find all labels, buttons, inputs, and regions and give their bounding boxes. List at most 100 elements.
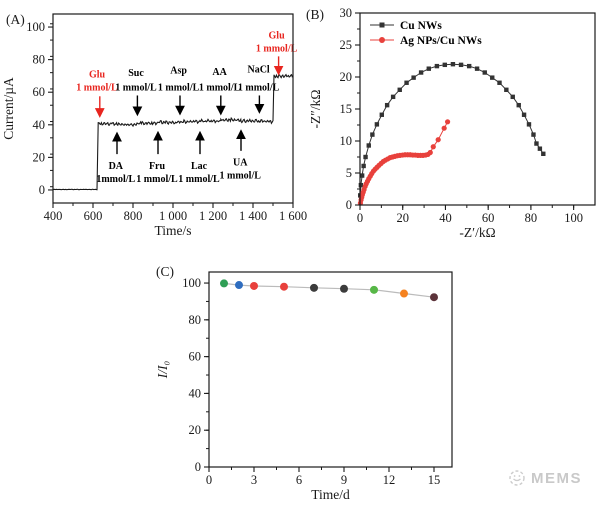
legend-item: Ag NPs/Cu NWs [370, 35, 482, 47]
y-axis-label: I/I₀ [155, 360, 170, 379]
x-tick-label: 60 [482, 211, 495, 225]
chart-A-svg: Glu 1 mmol/L Suc 1 mmol/L Asp 1 mmol/L AA 1 mmo… [1, 13, 307, 238]
legend-label: Ag NPs/Cu NWs [400, 35, 482, 47]
axes: 400 600 800 1 000 1 200 1 400 1 600 0 20 40 60 80 10… [1, 13, 307, 238]
y-tick-label: 0 [346, 198, 352, 212]
svg-text:1 mmol/L: 1 mmol/L [238, 83, 280, 94]
stability-point-day-15 [430, 293, 438, 302]
svg-text:1mmol/L: 1mmol/L [96, 174, 135, 185]
y-tick-label: 40 [33, 118, 46, 132]
stability-point-day-9 [340, 284, 348, 293]
y-tick-label: 40 [189, 386, 202, 400]
svg-text:1 mmol/L: 1 mmol/L [178, 174, 220, 185]
x-tick-label: 1 000 [159, 209, 187, 223]
panel-B-label: (B) [306, 7, 324, 22]
x-tick-label: 40 [439, 211, 452, 225]
x-axis-label: -Z′/kΩ [459, 225, 495, 240]
amperometric-trace-line [52, 73, 293, 191]
y-tick-label: 5 [346, 166, 352, 180]
y-tick-label: 0 [195, 460, 201, 474]
x-tick-label: 100 [564, 211, 583, 225]
y-tick-label: 20 [189, 423, 202, 437]
x-tick-label: 6 [296, 473, 302, 487]
svg-text:1 mmol/L: 1 mmol/L [220, 171, 262, 182]
annotation-asp: Asp 1 mmol/L [158, 65, 200, 116]
annotation-suc: Suc 1 mmol/L [115, 68, 157, 117]
svg-text:DA: DA [109, 161, 124, 172]
svg-text:Asp: Asp [170, 65, 187, 76]
svg-text:Suc: Suc [128, 68, 144, 79]
annotation-lac: Lac 1 mmol/L [178, 130, 220, 185]
y-tick-label: 25 [340, 38, 353, 52]
stability-point-day-5 [280, 282, 288, 291]
x-tick-label: 12 [383, 473, 396, 487]
svg-text:1 mmol/L: 1 mmol/L [136, 174, 178, 185]
svg-text:UA: UA [233, 158, 248, 169]
x-tick-label: 80 [525, 211, 538, 225]
svg-text:Glu: Glu [269, 30, 286, 41]
svg-text:Fru: Fru [149, 161, 166, 172]
plot-frame [52, 13, 294, 204]
x-tick-label: 600 [84, 209, 103, 223]
chart-C-svg: 0 3 6 9 12 15 0 20 40 60 80 100 Time/d I/I₀ [155, 271, 453, 502]
watermark-text: MEMS [531, 469, 582, 487]
x-tick-label: 9 [341, 473, 347, 487]
stability-point-day-13 [400, 289, 408, 298]
y-tick-label: 60 [189, 350, 202, 364]
stability-point-day-3 [250, 281, 258, 290]
x-tick-label: 3 [251, 473, 257, 487]
stability-point-day-1 [220, 279, 228, 288]
x-tick-label: 1 600 [279, 209, 307, 223]
svg-text:Lac: Lac [191, 161, 208, 172]
y-tick-label: 80 [33, 53, 46, 67]
axes: 0 3 6 9 12 15 0 20 40 60 80 100 Time/d I/I₀ [155, 271, 453, 502]
svg-text:1 mmol/L: 1 mmol/L [158, 83, 200, 94]
y-tick-label: 30 [340, 6, 353, 20]
chart-B-svg: Cu NWs Ag NPs/Cu NWs 0 20 40 60 80 100 0 5 10 15 20 2… [308, 6, 596, 240]
y-tick-label: 20 [33, 150, 46, 164]
y-tick-label: 15 [340, 102, 353, 116]
legend-label: Cu NWs [400, 20, 442, 32]
annotation-aa: AA 1 mmol/L [199, 67, 241, 116]
svg-text:AA: AA [212, 67, 227, 78]
panel-C-stability-chart: 0 3 6 9 12 15 0 20 40 60 80 100 Time/d I/I₀ [130, 253, 480, 505]
panel-B-nyquist-chart: Cu NWs Ag NPs/Cu NWs 0 20 40 60 80 100 0 5 10 15 20 2… [305, 0, 603, 257]
y-tick-label: 100 [182, 276, 201, 290]
annotation-da: DA 1mmol/L [96, 131, 136, 185]
y-tick-label: 20 [340, 70, 353, 84]
axes: 0 20 40 60 80 100 0 5 10 15 20 25 30 -Z′/kΩ -Z″/kΩ [308, 6, 596, 240]
stability-point-day-11 [370, 285, 378, 294]
panel-C-label: (C) [156, 264, 174, 279]
annotation-glu: Glu 1 mmol/L [76, 70, 118, 118]
y-tick-label: 100 [26, 20, 45, 34]
panel-A-amperometry-chart: Glu 1 mmol/L Suc 1 mmol/L Asp 1 mmol/L AA 1 mmo… [0, 0, 320, 257]
x-tick-label: 0 [206, 473, 212, 487]
y-tick-label: 0 [39, 183, 45, 197]
plot-frame [208, 271, 453, 468]
svg-text:1 mmol/L: 1 mmol/L [256, 43, 298, 54]
y-tick-label: 60 [33, 85, 46, 99]
legend-item: Cu NWs [370, 20, 442, 32]
stability-point-day-7 [310, 283, 318, 292]
hand-globe-icon [509, 470, 525, 486]
plot-frame [359, 12, 596, 206]
x-tick-label: 1 200 [199, 209, 227, 223]
series-cu-nws [358, 62, 546, 198]
svg-text:Glu: Glu [89, 70, 106, 81]
x-tick-label: 20 [396, 211, 409, 225]
mems-watermark: MEMS [507, 468, 582, 488]
svg-text:1 mmol/L: 1 mmol/L [76, 83, 118, 94]
x-tick-label: 800 [124, 209, 143, 223]
annotation-nacl: NaCl 1 mmol/L [238, 65, 280, 114]
x-axis-label: Time/s [154, 223, 191, 238]
y-tick-label: 80 [189, 313, 202, 327]
x-tick-label: 1 400 [239, 209, 267, 223]
x-tick-label: 15 [428, 473, 441, 487]
x-tick-label: 400 [44, 209, 63, 223]
series-ag-nps-cu-nws [357, 119, 451, 206]
panel-A-label: (A) [6, 12, 25, 27]
y-axis-label: Current/µA [1, 77, 16, 140]
stability-point-day-2 [235, 281, 243, 290]
annotation-fru: Fru 1 mmol/L [136, 130, 178, 185]
